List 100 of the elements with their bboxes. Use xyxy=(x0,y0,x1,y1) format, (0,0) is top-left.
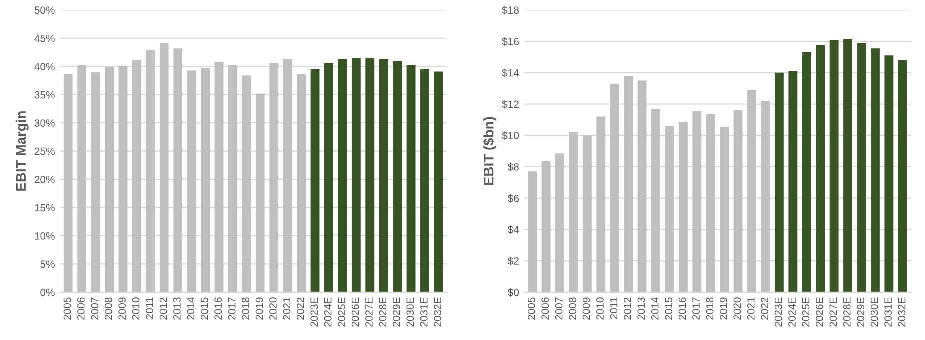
x-tick-label: 2005 xyxy=(528,298,536,320)
bar xyxy=(556,154,564,292)
x-tick-label: 2016 xyxy=(678,298,686,320)
y-tick-label: 0% xyxy=(40,288,55,296)
bar xyxy=(201,68,210,292)
bar xyxy=(638,80,647,292)
x-tick-label: 2023E xyxy=(774,298,782,327)
bar xyxy=(242,76,252,292)
bar xyxy=(748,90,756,292)
x-tick-label: 2026E xyxy=(816,298,824,327)
x-tick-label: 2025E xyxy=(802,298,810,327)
x-tick-label: 2014 xyxy=(651,298,659,320)
x-tick-label: 2028E xyxy=(379,298,387,327)
bar xyxy=(898,60,908,292)
y-axis-title: EBIT ($bn) xyxy=(483,117,497,186)
x-tick-label: 2032E xyxy=(434,298,442,327)
y-tick-label: 25% xyxy=(34,148,55,156)
bar xyxy=(582,136,592,292)
bar xyxy=(297,74,306,292)
x-tick-label: 2008 xyxy=(569,298,576,320)
bar xyxy=(788,71,798,292)
bar xyxy=(283,59,292,292)
x-tick-label: 2021 xyxy=(283,298,291,320)
x-tick-label: 2010 xyxy=(596,298,604,320)
x-tick-label: 2029E xyxy=(392,298,400,327)
bar xyxy=(720,127,730,292)
bar xyxy=(270,63,279,292)
x-tick-label: 2027E xyxy=(830,298,838,327)
x-tick-label: 2024E xyxy=(324,298,332,327)
bar xyxy=(91,72,100,292)
bar xyxy=(596,116,606,292)
bar xyxy=(830,40,839,292)
y-tick-label: $4 xyxy=(508,226,520,234)
y-tick-label: 40% xyxy=(34,63,55,71)
bar xyxy=(665,126,674,292)
y-tick-label: $14 xyxy=(502,68,520,78)
y-tick-label: $6 xyxy=(508,194,519,203)
bar xyxy=(678,122,688,292)
bar xyxy=(214,62,224,292)
x-tick-label: 2011 xyxy=(610,298,618,320)
bar xyxy=(174,48,183,292)
bar xyxy=(366,58,375,292)
x-tick-label: 2019 xyxy=(256,298,264,320)
x-tick-label: 2009 xyxy=(582,298,590,320)
bar xyxy=(542,161,551,292)
x-tick-label: 2015 xyxy=(665,298,673,320)
x-tick-label: 2022 xyxy=(296,298,304,320)
bar xyxy=(610,84,620,292)
bar xyxy=(652,108,660,292)
bar xyxy=(352,58,361,292)
x-tick-label: 2016 xyxy=(214,298,222,320)
x-tick-label: 2005 xyxy=(64,298,72,320)
x-tick-label: 2017 xyxy=(692,298,700,320)
x-tick-label: 2024E xyxy=(788,298,796,327)
bar xyxy=(844,39,852,292)
x-tick-label: 2032E xyxy=(898,298,906,327)
bar xyxy=(324,63,334,292)
x-tick-label: 2012 xyxy=(160,298,168,320)
x-tick-label: 2010 xyxy=(132,298,140,320)
y-tick-label: 45% xyxy=(34,34,55,42)
bar xyxy=(871,48,880,292)
x-tick-label: 2007 xyxy=(555,298,563,320)
x-tick-label: 2030E xyxy=(870,298,878,327)
y-tick-label: $10 xyxy=(502,132,520,140)
x-tick-label: 2015 xyxy=(200,298,208,320)
x-tick-label: 2020 xyxy=(734,298,742,320)
x-tick-label: 2031E xyxy=(884,298,892,327)
bar xyxy=(761,101,770,292)
bar xyxy=(420,69,430,292)
x-tick-label: 2030E xyxy=(406,298,414,327)
y-tick-label: 50% xyxy=(34,6,55,14)
bar xyxy=(734,110,743,292)
y-tick-label: 30% xyxy=(34,120,55,127)
y-tick-label: $18 xyxy=(502,6,519,15)
y-tick-label: $0 xyxy=(508,288,520,297)
x-tick-label: 2013 xyxy=(174,298,181,320)
bar xyxy=(187,70,196,292)
bar xyxy=(624,76,634,292)
y-tick-label: 15% xyxy=(35,204,55,212)
x-tick-label: 2009 xyxy=(118,298,126,320)
bar xyxy=(706,114,716,292)
x-tick-label: 2029E xyxy=(857,298,865,327)
bar xyxy=(802,52,812,292)
x-tick-label: 2021 xyxy=(747,298,755,320)
y-tick-label: $8 xyxy=(508,163,519,172)
bar xyxy=(64,74,73,292)
x-tick-label: 2025E xyxy=(338,298,346,327)
y-tick-label: 10% xyxy=(35,232,55,240)
x-tick-label: 2031E xyxy=(420,298,428,327)
y-tick-label: 20% xyxy=(34,176,55,184)
bar xyxy=(310,69,320,292)
x-tick-label: 2007 xyxy=(91,298,99,320)
bar xyxy=(528,172,537,292)
x-tick-label: 2006 xyxy=(542,298,550,320)
bar xyxy=(406,66,416,292)
y-tick-label: 5% xyxy=(40,260,55,268)
x-tick-label: 2008 xyxy=(104,298,112,320)
x-tick-label: 2019 xyxy=(720,298,728,320)
x-tick-label: 2017 xyxy=(228,298,236,320)
bar xyxy=(434,72,444,292)
